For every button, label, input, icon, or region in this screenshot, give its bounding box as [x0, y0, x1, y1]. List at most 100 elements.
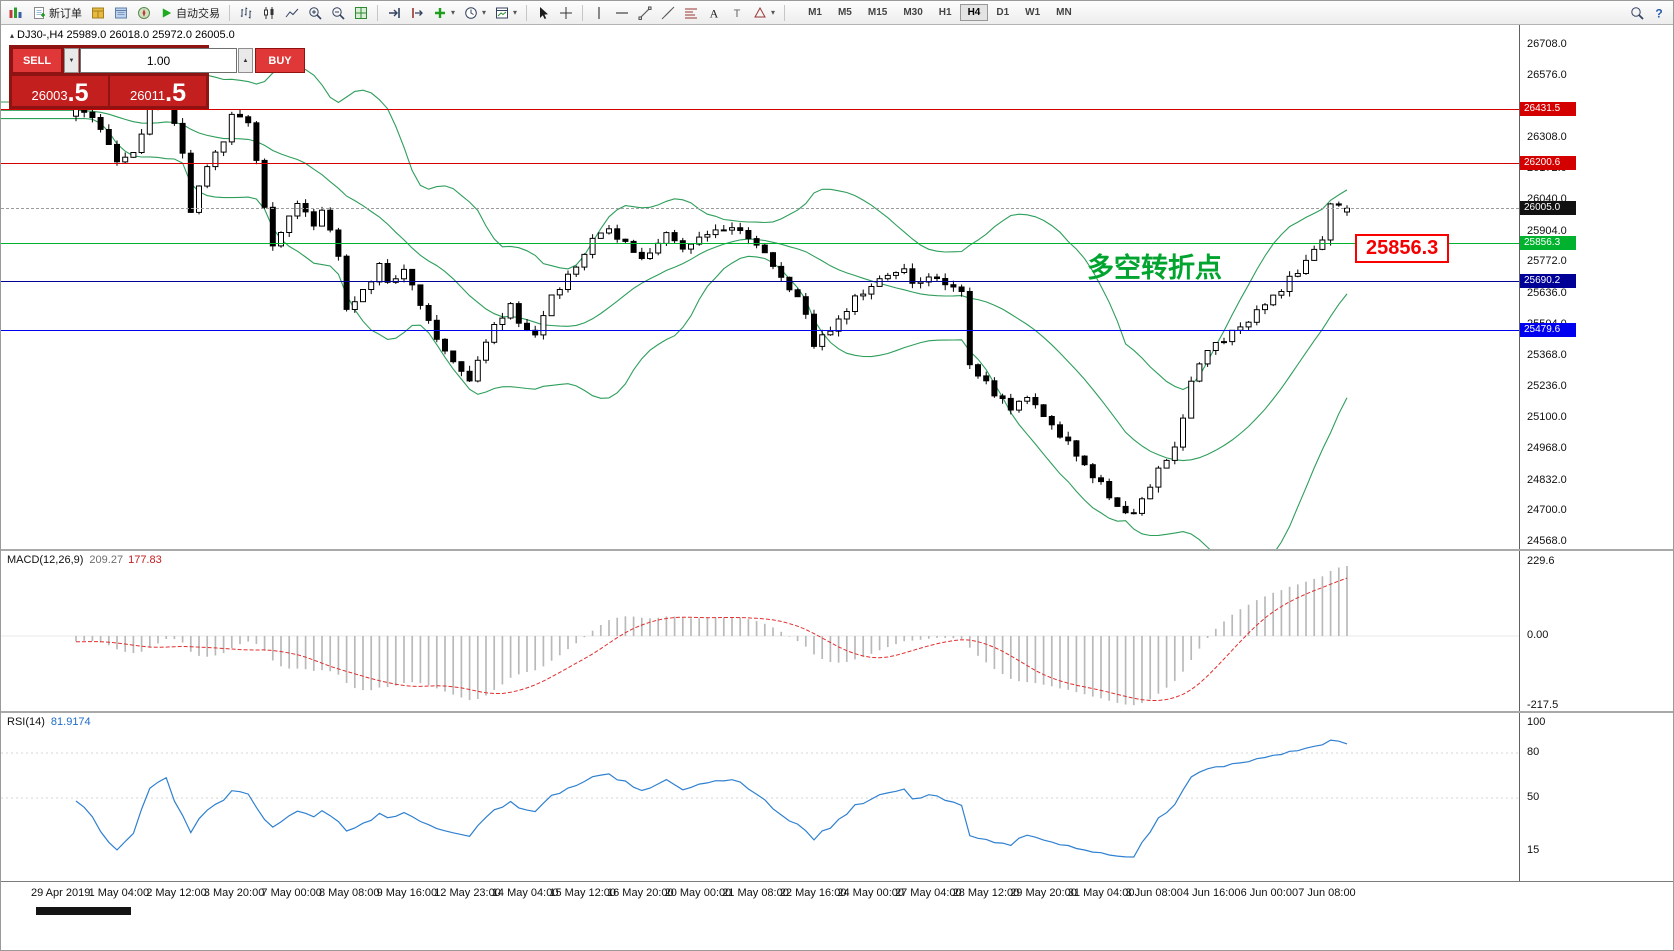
time-axis[interactable]: 29 Apr 2019 1 May 04:00 2 May 12:00 3 May 2…	[1, 881, 1673, 906]
text-button[interactable]: A	[703, 3, 725, 23]
trendline-button[interactable]	[634, 3, 656, 23]
toolbar: 新订单 自动交易	[1, 1, 1673, 25]
macd-axis-label: -217.5	[1527, 699, 1559, 711]
price-axis-label: 25236.0	[1527, 379, 1567, 392]
market-watch-button[interactable]	[87, 3, 109, 23]
new-order-icon	[32, 6, 46, 20]
bar-chart-icon	[239, 6, 253, 20]
toolbar-separator	[784, 4, 786, 21]
zoom-out-icon	[331, 6, 345, 20]
volume-input[interactable]	[80, 48, 237, 73]
templates-button[interactable]: ▾	[491, 3, 521, 23]
tf-button-W1[interactable]: W1	[1017, 4, 1048, 21]
time-axis-label: 1 May 04:00	[88, 887, 150, 899]
tf-button-H4[interactable]: H4	[959, 4, 989, 21]
macd-axis[interactable]: 229.6 0.00 -217.5	[1519, 551, 1673, 711]
tf-button-D1[interactable]: D1	[988, 4, 1017, 21]
tf-button-M1[interactable]: M1	[800, 4, 830, 21]
current-price-line	[1, 208, 1519, 210]
rsi-label: RSI(14) 81.9174	[7, 716, 91, 728]
bar-chart-button[interactable]	[235, 3, 257, 23]
chart-window-button[interactable]	[4, 3, 27, 23]
sell-button[interactable]: SELL	[12, 48, 62, 73]
new-order-button[interactable]: 新订单	[28, 3, 86, 23]
periods-button[interactable]: ▾	[460, 3, 490, 23]
rsi-panel: RSI(14) 81.9174 100 80 50 15	[1, 711, 1673, 881]
zoom-out-button[interactable]	[327, 3, 349, 23]
price-axis-label: 24568.0	[1527, 535, 1567, 547]
auto-scroll-icon	[387, 6, 401, 20]
time-axis-label: 28 May 12:00	[952, 887, 1020, 899]
tf-button-H1[interactable]: H1	[931, 4, 960, 21]
price-axis[interactable]: 26708.026576.026308.026172.026040.025904…	[1519, 24, 1673, 549]
horizontal-level-line-25690.2[interactable]	[1, 281, 1519, 283]
horizontal-level-line-26431.5[interactable]	[1, 109, 1519, 111]
mini-chart-icon	[8, 6, 23, 20]
price-axis-label: 25904.0	[1527, 224, 1567, 237]
dropdown-caret: ▾	[513, 8, 518, 17]
fibonacci-button[interactable]	[680, 3, 702, 23]
svg-text:A: A	[710, 6, 719, 20]
label-t-icon: T	[730, 6, 744, 20]
fibonacci-icon	[684, 6, 698, 20]
horizontal-level-line-25479.6[interactable]	[1, 330, 1519, 332]
tf-button-M15[interactable]: M15	[860, 4, 895, 21]
navigator-button[interactable]	[133, 3, 155, 23]
sell-price-display[interactable]: 26003.5	[12, 76, 108, 106]
autotrading-button[interactable]: 自动交易	[156, 3, 224, 23]
time-axis-label: 8 May 08:00	[319, 887, 380, 899]
volume-decrease-button[interactable]: ▼	[64, 48, 79, 73]
time-axis-label: 7 Jun 08:00	[1298, 887, 1356, 899]
candlestick-chart-icon	[262, 6, 276, 20]
dropdown-caret: ▾	[451, 8, 456, 17]
indicators-button[interactable]: ▾	[429, 3, 459, 23]
buy-button[interactable]: BUY	[255, 48, 305, 73]
channel-button[interactable]	[657, 3, 679, 23]
chart-shift-button[interactable]	[406, 3, 428, 23]
candlestick-chart-button[interactable]	[258, 3, 280, 23]
buy-price-display[interactable]: 26011.5	[110, 76, 206, 106]
vertical-line-button[interactable]	[588, 3, 610, 23]
price-tag-label[interactable]: 25856.3	[1355, 234, 1450, 263]
price-level-badge: 25856.3	[1520, 235, 1576, 250]
rsi-axis[interactable]: 100 80 50 15	[1519, 713, 1673, 881]
data-window-button[interactable]	[110, 3, 132, 23]
line-chart-icon	[285, 6, 299, 20]
cursor-button[interactable]	[532, 3, 554, 23]
dropdown-caret: ▾	[482, 8, 487, 17]
macd-plot[interactable]	[1, 551, 1519, 711]
tf-button-MN[interactable]: MN	[1048, 4, 1080, 21]
channel-icon	[661, 6, 675, 20]
price-level-badge: 26200.6	[1520, 155, 1576, 170]
time-axis-label: 29 Apr 2019	[31, 887, 91, 899]
indicators-plus-icon	[433, 6, 447, 20]
toolbar-separator	[229, 4, 230, 21]
toolbar-right-group: ?	[1626, 3, 1670, 23]
panel-collapse-icon[interactable]: ▴	[10, 31, 15, 40]
label-button[interactable]: T	[726, 3, 748, 23]
help-button[interactable]: ?	[1648, 3, 1670, 23]
rsi-plot[interactable]	[1, 713, 1519, 881]
crosshair-button[interactable]	[555, 3, 577, 23]
current-price-badge: 26005.0	[1520, 201, 1576, 216]
auto-scroll-button[interactable]	[383, 3, 405, 23]
price-axis-label: 25636.0	[1527, 286, 1567, 299]
tile-windows-button[interactable]	[350, 3, 372, 23]
horizontal-level-line-25856.3[interactable]	[1, 242, 1519, 244]
horizontal-level-line-26200.6[interactable]	[1, 162, 1519, 164]
tf-button-M5[interactable]: M5	[830, 4, 860, 21]
horizontal-line-icon	[615, 6, 629, 20]
horizontal-line-button[interactable]	[611, 3, 633, 23]
chart-scrollbar-thumb[interactable]	[36, 907, 131, 915]
volume-increase-button[interactable]: ▲	[238, 48, 253, 73]
tf-button-M30[interactable]: M30	[895, 4, 930, 21]
time-axis-label: 7 May 00:00	[261, 887, 322, 899]
rsi-axis-label: 100	[1527, 716, 1546, 728]
line-chart-button[interactable]	[281, 3, 303, 23]
zoom-in-button[interactable]	[304, 3, 326, 23]
main-chart-panel: ▴ DJ30-,H4 25989.0 26018.0 25972.0 26005.…	[1, 24, 1673, 549]
candlestick-plot[interactable]	[1, 24, 1519, 549]
search-button[interactable]	[1626, 3, 1648, 23]
shapes-button[interactable]: ▾	[749, 3, 779, 23]
